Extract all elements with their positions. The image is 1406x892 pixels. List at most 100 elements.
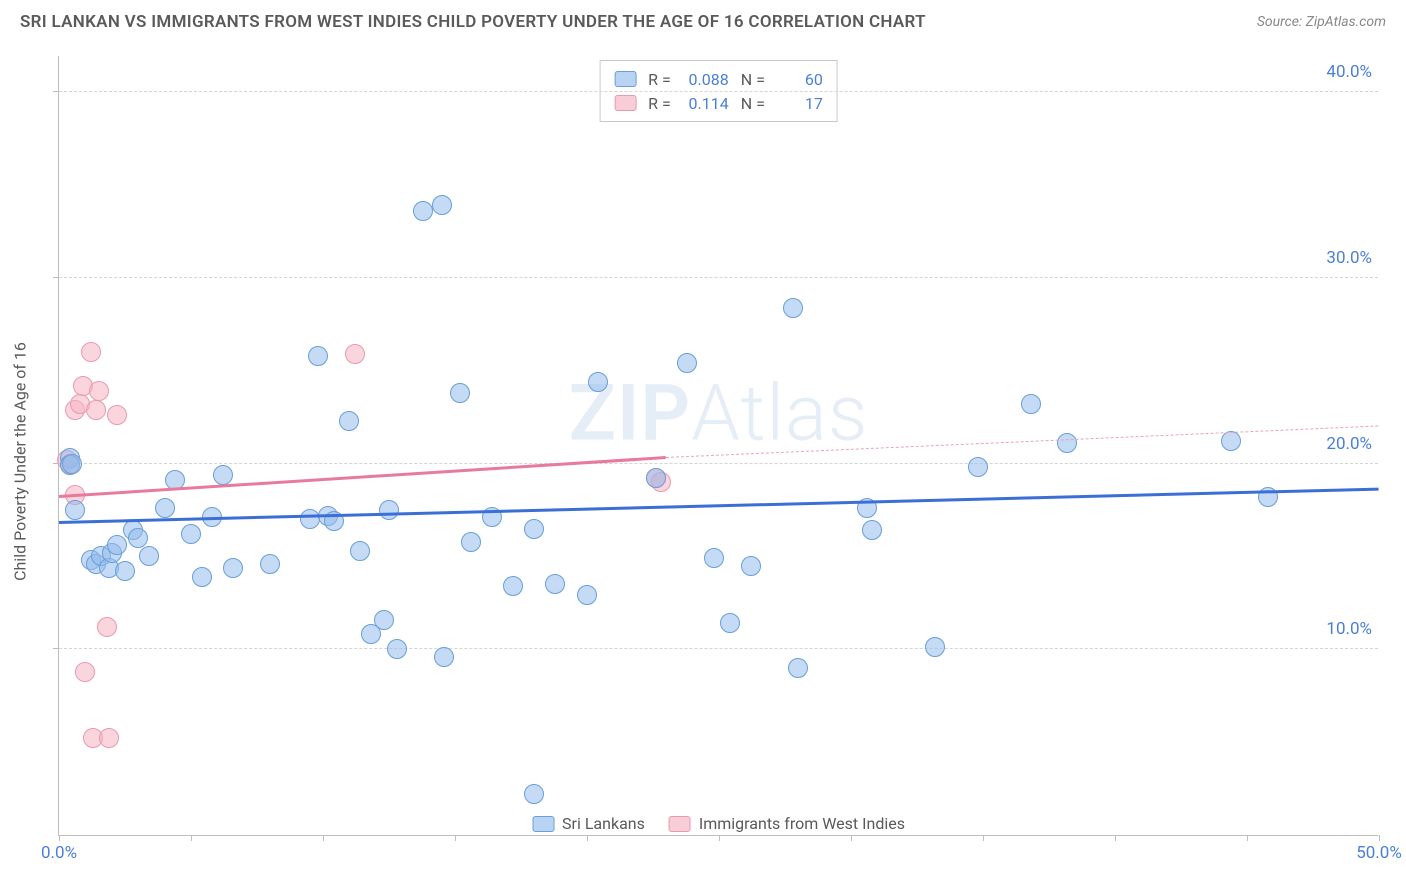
legend-label-blue: Sri Lankans — [562, 814, 645, 833]
scatter-point-blue — [65, 500, 85, 520]
tick-v — [191, 835, 192, 841]
r-value-pink: 0.114 — [683, 94, 729, 113]
gridline-h — [59, 277, 1378, 278]
scatter-point-blue — [139, 546, 159, 566]
n-value-pink: 17 — [777, 94, 823, 113]
watermark: ZIPAtlas — [569, 369, 869, 460]
scatter-point-blue — [350, 541, 370, 561]
tick-v — [983, 835, 984, 841]
legend-item-pink: Immigrants from West Indies — [669, 814, 905, 833]
tick-v — [323, 835, 324, 841]
scatter-point-pink — [81, 342, 101, 362]
scatter-point-blue — [192, 567, 212, 587]
scatter-point-blue — [1057, 433, 1077, 453]
scatter-point-blue — [1021, 394, 1041, 414]
gridline-h — [59, 648, 1378, 649]
legend-stats-row-blue: R = 0.088 N = 60 — [614, 67, 823, 91]
scatter-point-blue — [788, 658, 808, 678]
legend-series: Sri Lankans Immigrants from West Indies — [532, 814, 905, 833]
n-value-blue: 60 — [777, 70, 823, 89]
legend-label-pink: Immigrants from West Indies — [699, 814, 905, 833]
legend-stats-row-pink: R = 0.114 N = 17 — [614, 91, 823, 115]
r-label: R = — [648, 94, 671, 113]
scatter-point-blue — [503, 576, 523, 596]
scatter-point-blue — [925, 637, 945, 657]
scatter-point-blue — [223, 558, 243, 578]
n-label: N = — [741, 70, 765, 89]
trendline-pink-dashed — [666, 425, 1379, 458]
scatter-point-pink — [97, 617, 117, 637]
scatter-point-blue — [374, 610, 394, 630]
title-bar: SRI LANKAN VS IMMIGRANTS FROM WEST INDIE… — [0, 0, 1406, 40]
scatter-point-pink — [99, 728, 119, 748]
scatter-point-pink — [107, 405, 127, 425]
scatter-point-blue — [741, 556, 761, 576]
scatter-point-blue — [308, 346, 328, 366]
scatter-point-blue — [545, 574, 565, 594]
x-tick-label: 50.0% — [1356, 843, 1402, 863]
scatter-point-pink — [345, 344, 365, 364]
chart-title: SRI LANKAN VS IMMIGRANTS FROM WEST INDIE… — [20, 12, 926, 32]
scatter-point-blue — [1221, 431, 1241, 451]
scatter-point-blue — [577, 585, 597, 605]
scatter-point-blue — [968, 457, 988, 477]
tick-v — [455, 835, 456, 841]
scatter-point-blue — [115, 561, 135, 581]
scatter-point-blue — [181, 524, 201, 544]
scatter-point-blue — [450, 383, 470, 403]
scatter-point-blue — [260, 554, 280, 574]
scatter-point-blue — [646, 468, 666, 488]
tick-h — [53, 91, 59, 92]
scatter-point-blue — [720, 613, 740, 633]
scatter-point-blue — [379, 500, 399, 520]
scatter-point-blue — [107, 535, 127, 555]
r-label: R = — [648, 70, 671, 89]
y-tick-label: 20.0% — [1326, 434, 1372, 454]
swatch-blue-icon — [614, 71, 636, 87]
scatter-point-blue — [387, 639, 407, 659]
tick-v — [1379, 835, 1380, 841]
scatter-point-blue — [155, 498, 175, 518]
scatter-point-blue — [783, 298, 803, 318]
scatter-point-blue — [432, 195, 452, 215]
chart-container: Child Poverty Under the Age of 16 ZIPAtl… — [28, 44, 1388, 860]
scatter-point-blue — [413, 201, 433, 221]
plot-area: ZIPAtlas R = 0.088 N = 60 R = 0.114 N = … — [58, 56, 1378, 836]
scatter-point-blue — [588, 372, 608, 392]
tick-h — [53, 277, 59, 278]
legend-item-blue: Sri Lankans — [532, 814, 645, 833]
swatch-pink-icon — [669, 816, 691, 832]
scatter-point-blue — [339, 411, 359, 431]
x-tick-label: 0.0% — [41, 843, 77, 863]
n-label: N = — [741, 94, 765, 113]
scatter-point-pink — [86, 400, 106, 420]
tick-h — [53, 648, 59, 649]
y-tick-label: 40.0% — [1326, 62, 1372, 82]
swatch-pink-icon — [614, 95, 636, 111]
scatter-point-blue — [434, 647, 454, 667]
scatter-point-pink — [75, 662, 95, 682]
r-value-blue: 0.088 — [683, 70, 729, 89]
scatter-point-blue — [704, 548, 724, 568]
scatter-point-blue — [461, 532, 481, 552]
y-tick-label: 30.0% — [1326, 248, 1372, 268]
scatter-point-blue — [524, 784, 544, 804]
gridline-h — [59, 463, 1378, 464]
y-axis-label: Child Poverty Under the Age of 16 — [11, 342, 30, 581]
scatter-point-pink — [89, 381, 109, 401]
scatter-point-blue — [62, 454, 82, 474]
tick-v — [1115, 835, 1116, 841]
scatter-point-blue — [524, 519, 544, 539]
source-attribution: Source: ZipAtlas.com — [1257, 14, 1386, 30]
tick-v — [851, 835, 852, 841]
watermark-light: Atlas — [691, 369, 868, 460]
tick-v — [719, 835, 720, 841]
tick-v — [587, 835, 588, 841]
swatch-blue-icon — [532, 816, 554, 832]
y-tick-label: 10.0% — [1326, 619, 1372, 639]
gridline-h — [59, 91, 1378, 92]
scatter-point-blue — [862, 520, 882, 540]
scatter-point-blue — [213, 465, 233, 485]
scatter-point-blue — [128, 528, 148, 548]
trendline-blue — [59, 487, 1379, 523]
